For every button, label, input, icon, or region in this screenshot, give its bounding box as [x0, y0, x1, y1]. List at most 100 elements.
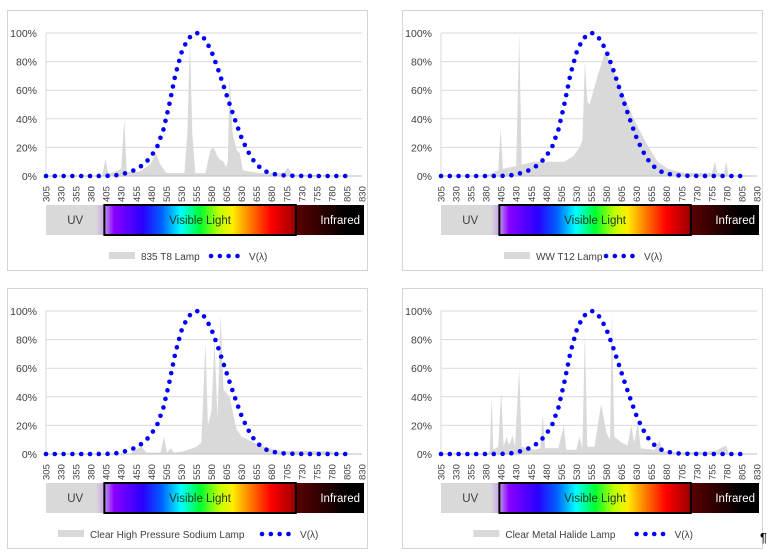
v-lambda-dot [619, 93, 625, 98]
x-tick-label: 430 [512, 186, 523, 202]
v-lambda-dot [525, 168, 531, 173]
legend-dot-v-lambda [643, 531, 648, 537]
v-lambda-dot [558, 396, 563, 402]
y-tick-label: 40% [411, 392, 432, 404]
y-tick-label: 40% [16, 114, 37, 126]
v-lambda-dot [52, 451, 58, 457]
x-tick-label: 805 [342, 186, 353, 202]
v-lambda-dot [582, 312, 588, 318]
x-tick-label: 730 [297, 464, 308, 480]
v-lambda-dot [256, 164, 262, 170]
x-tick-label: 505 [557, 464, 568, 480]
uv-label: UV [67, 493, 83, 505]
legend-dot-v-lambda [612, 253, 618, 259]
v-lambda-dot [43, 173, 49, 179]
v-lambda-dot [737, 451, 743, 457]
v-lambda-dot [307, 451, 313, 457]
v-lambda-dot [685, 173, 690, 179]
x-tick-label: 680 [662, 186, 673, 202]
v-lambda-dot [96, 451, 102, 457]
v-lambda-dot [608, 337, 613, 343]
v-lambda-dot [174, 345, 180, 350]
x-tick-label: 355 [72, 186, 83, 202]
v-lambda-dot [517, 449, 523, 454]
v-lambda-dot [737, 173, 743, 179]
legend-label-lamp: Clear Metal Halide Lamp [505, 530, 615, 541]
x-tick-label: 830 [358, 186, 369, 202]
v-lambda-dot [589, 308, 595, 314]
v-lambda-dot [325, 173, 330, 179]
legend-label-lamp: WW T12 Lamp [536, 252, 603, 263]
x-tick-label: 755 [707, 186, 718, 202]
uv-label: UV [462, 493, 478, 505]
x-tick-label: 705 [677, 464, 688, 480]
x-tick-label: 555 [587, 464, 598, 480]
visible-light-band [103, 482, 297, 514]
legend-swatch-lamp [108, 252, 135, 259]
v-lambda-dot [87, 451, 93, 457]
v-lambda-dot [130, 168, 136, 173]
v-lambda-dot [563, 92, 569, 98]
v-lambda-dot [182, 320, 188, 325]
v-lambda-dot [567, 353, 573, 359]
v-lambda-dot [122, 449, 128, 454]
v-lambda-dot [729, 173, 734, 179]
v-lambda-dot [622, 379, 627, 385]
x-tick-label: 730 [692, 464, 703, 480]
v-lambda-dot [155, 143, 160, 149]
v-lambda-dot [161, 127, 166, 132]
v-lambda-dot [210, 329, 215, 335]
lamp-spectrum-area [441, 311, 757, 454]
v-lambda-dot [179, 328, 184, 333]
v-lambda-dot [622, 101, 627, 107]
v-lambda-dot [720, 451, 725, 457]
x-tick-label: 755 [707, 464, 718, 480]
v-lambda-dot [702, 451, 708, 457]
y-tick-label: 0% [22, 171, 37, 183]
v-lambda-dot [613, 354, 619, 359]
v-lambda-dot [659, 447, 664, 453]
v-lambda-dot [165, 110, 170, 115]
x-tick-label: 305 [42, 186, 53, 202]
x-tick-label: 380 [482, 464, 493, 480]
legend-label-v-lambda: V(λ) [644, 252, 662, 263]
v-lambda-dot [619, 371, 625, 376]
visible-light-band [103, 204, 297, 236]
v-lambda-dot [553, 413, 558, 419]
v-lambda-dot [168, 370, 174, 376]
x-tick-label: 655 [647, 186, 658, 202]
v-lambda-dot [482, 451, 488, 457]
uv-band [441, 205, 500, 235]
v-lambda-dot [230, 109, 235, 115]
x-tick-label: 805 [737, 464, 748, 480]
x-tick-label: 805 [737, 186, 748, 202]
x-tick-label: 355 [72, 464, 83, 480]
visible-light-band [498, 204, 692, 236]
v-lambda-dot [630, 126, 636, 131]
v-lambda-dot [605, 329, 610, 335]
infrared-band [690, 483, 759, 513]
v-lambda-dot [659, 169, 664, 175]
v-lambda-dot [238, 412, 244, 418]
x-tick-label: 780 [327, 464, 338, 480]
legend-label-lamp: 835 T8 Lamp [141, 252, 200, 263]
v-lambda-dot [540, 436, 545, 441]
v-lambda-dot [571, 58, 577, 64]
v-lambda-dot [232, 118, 238, 123]
v-lambda-dot [447, 173, 453, 179]
v-lambda-dot [281, 451, 286, 456]
v-lambda-dot [533, 163, 539, 169]
legend: 835 T8 Lamp V(λ) [108, 252, 267, 263]
v-lambda-dot [105, 173, 110, 179]
x-tick-label: 605 [222, 464, 233, 480]
infrared-label: Infrared [320, 493, 360, 505]
x-tick-label: 555 [192, 464, 203, 480]
v-lambda-dot [176, 58, 182, 64]
y-tick-label: 40% [16, 392, 37, 404]
v-lambda-dot [627, 118, 633, 123]
v-lambda-dot [509, 172, 514, 178]
chart-svg: 0% 20% 40% 60% 80% 100% 305 330 355 380 405 430 455 4… [405, 306, 763, 541]
v-lambda-dot [637, 420, 643, 426]
v-lambda-dot [242, 142, 248, 148]
x-tick-label: 355 [467, 186, 478, 202]
